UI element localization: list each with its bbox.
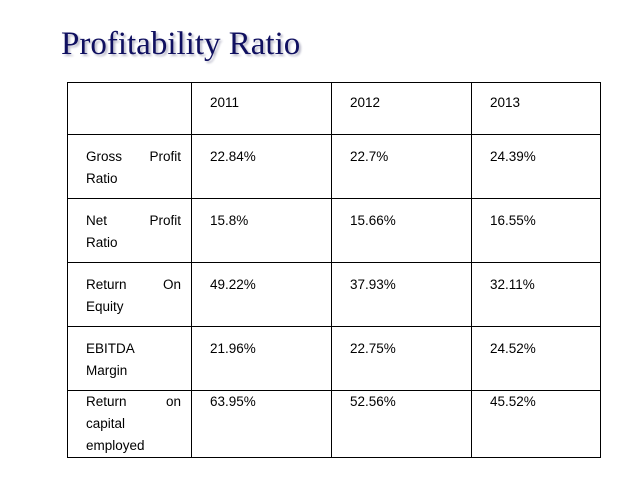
- value-cell: 22.7%: [331, 134, 472, 199]
- table-row: Return on capital employed 63.95% 52.56% 4…: [67, 390, 601, 458]
- value-cell: 24.52%: [471, 326, 601, 391]
- value-cell: 15.8%: [191, 198, 332, 263]
- header-row: 2011 2012 2013: [67, 82, 601, 135]
- profitability-table: 2011 2012 2013 Gross Profit Ratio 22.84% …: [67, 82, 601, 458]
- value-cell: 22.84%: [191, 134, 332, 199]
- row-label-gross-profit-ratio: Gross Profit Ratio: [67, 134, 192, 199]
- value-cell: 22.75%: [331, 326, 472, 391]
- table-row: Net Profit Ratio 15.8% 15.66% 16.55%: [67, 198, 601, 263]
- header-corner-cell: [67, 82, 192, 135]
- value-cell: 52.56%: [331, 390, 472, 458]
- slide-title: Profitability Ratio: [61, 26, 301, 62]
- row-label-return-on-equity: Return On Equity: [67, 262, 192, 327]
- header-year-2011: 2011: [191, 82, 332, 135]
- value-cell: 16.55%: [471, 198, 601, 263]
- value-cell: 37.93%: [331, 262, 472, 327]
- value-cell: 63.95%: [191, 390, 332, 458]
- value-cell: 21.96%: [191, 326, 332, 391]
- value-cell: 45.52%: [471, 390, 601, 458]
- value-cell: 24.39%: [471, 134, 601, 199]
- table-row: EBITDA Margin 21.96% 22.75% 24.52%: [67, 326, 601, 391]
- header-year-2012: 2012: [331, 82, 472, 135]
- header-year-2013: 2013: [471, 82, 601, 135]
- table-row: Gross Profit Ratio 22.84% 22.7% 24.39%: [67, 134, 601, 199]
- table-row: Return On Equity 49.22% 37.93% 32.11%: [67, 262, 601, 327]
- value-cell: 32.11%: [471, 262, 601, 327]
- row-label-net-profit-ratio: Net Profit Ratio: [67, 198, 192, 263]
- row-label-return-on-capital-employed: Return on capital employed: [67, 390, 192, 458]
- value-cell: 15.66%: [331, 198, 472, 263]
- value-cell: 49.22%: [191, 262, 332, 327]
- row-label-ebitda-margin: EBITDA Margin: [67, 326, 192, 391]
